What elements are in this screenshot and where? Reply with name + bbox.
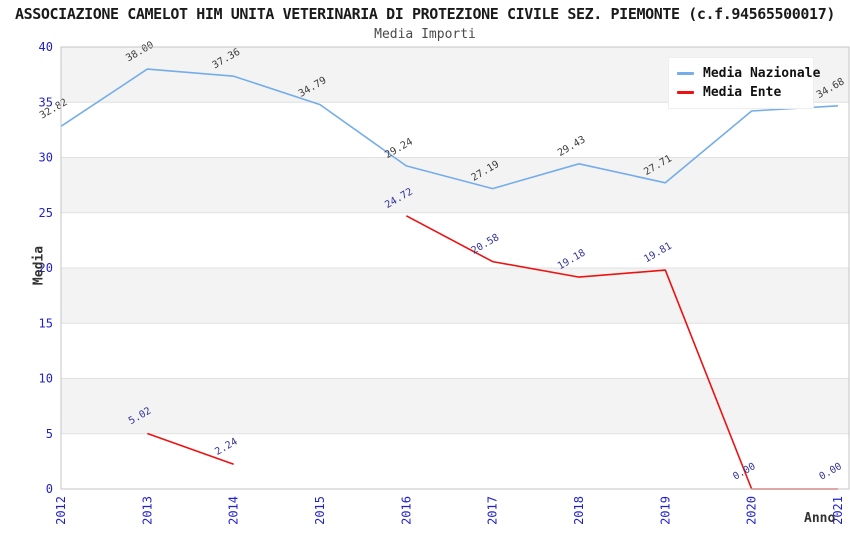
chart-title: ASSOCIAZIONE CAMELOT HIM UNITA VETERINAR… [15,5,835,23]
plot-band [61,378,849,434]
plot-band [61,268,849,324]
y-axis-title: Media [31,245,47,286]
series-line-media-ente [147,432,234,465]
x-tick-label: 2019 [658,496,672,525]
x-tick-label: 2013 [140,496,154,525]
y-tick-label: 40 [39,40,53,54]
y-tick-label: 35 [39,95,53,109]
series-line-media-nazionale [60,68,839,190]
legend-box: Media Nazionale Media Ente [668,57,820,109]
data-label: 2.24 [213,436,239,458]
y-tick-label: 30 [39,151,53,165]
x-tick-label: 2020 [745,496,759,525]
legend-item-media-nazionale[interactable]: Media Nazionale [677,64,820,83]
x-tick-label: 2015 [313,496,327,525]
legend-item-media-ente[interactable]: Media Ente [677,83,805,102]
legend-label: Media Ente [703,85,782,100]
x-tick-label: 2017 [486,496,500,525]
y-tick-label: 0 [46,482,53,496]
x-tick-label: 2012 [54,496,68,525]
data-label: 0.00 [818,461,844,483]
chart-subtitle: Media Importi [374,27,476,42]
media-nazionale-swatch-icon [677,72,694,75]
series-line-media-ente [405,215,838,490]
y-tick-label: 15 [39,316,53,330]
data-label: 20.58 [470,232,502,257]
y-tick-label: 20 [39,261,53,275]
y-tick-label: 10 [39,372,53,386]
x-tick-label: 2018 [572,496,586,525]
legend-label: Media Nazionale [703,66,821,81]
plot-band [61,157,849,213]
plot-frame [60,46,850,490]
media-ente-swatch-icon [677,91,694,94]
y-tick-label: 5 [46,427,53,441]
x-axis-title: Anno [804,511,836,526]
x-tick-label: 2016 [399,496,413,525]
data-label: 0.00 [731,461,757,483]
y-tick-label: 25 [39,206,53,220]
x-tick-label: 2021 [831,496,845,525]
data-label: 29.43 [556,134,588,159]
data-label: 19.81 [642,241,674,266]
x-tick-label: 2014 [227,496,241,525]
